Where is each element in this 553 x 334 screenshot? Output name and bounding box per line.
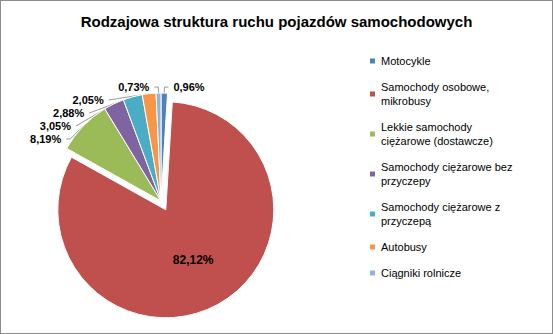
svg-text:Autobusy: Autobusy [381, 241, 427, 253]
svg-text:3,05%: 3,05% [40, 120, 71, 132]
svg-text:Lekkie samochody: Lekkie samochody [381, 121, 475, 133]
svg-text:Motocykle: Motocykle [381, 55, 431, 67]
svg-text:Samochody ciężarowe bez: Samochody ciężarowe bez [381, 161, 516, 173]
svg-text:0,73%: 0,73% [118, 81, 149, 93]
svg-text:przyczepy: przyczepy [381, 175, 431, 187]
svg-text:Rodzajowa struktura ruchu poja: Rodzajowa struktura ruchu pojazdów samoc… [81, 13, 473, 30]
svg-text:8,19%: 8,19% [30, 133, 61, 145]
svg-text:Samochody osobowe,: Samochody osobowe, [381, 81, 492, 93]
svg-text:2,05%: 2,05% [72, 94, 103, 106]
svg-text:Ciągniki rolnicze: Ciągniki rolnicze [381, 267, 461, 279]
svg-text:2,88%: 2,88% [53, 107, 84, 119]
svg-text:ciężarowe (dostawcze): ciężarowe (dostawcze) [381, 135, 493, 147]
svg-text:82,12%: 82,12% [173, 253, 214, 267]
svg-text:0,96%: 0,96% [173, 81, 204, 93]
svg-text:Samochody ciężarowe z: Samochody ciężarowe z [381, 201, 503, 213]
svg-text:mikrobusy: mikrobusy [381, 95, 432, 107]
svg-text:przyczepą: przyczepą [381, 215, 432, 227]
